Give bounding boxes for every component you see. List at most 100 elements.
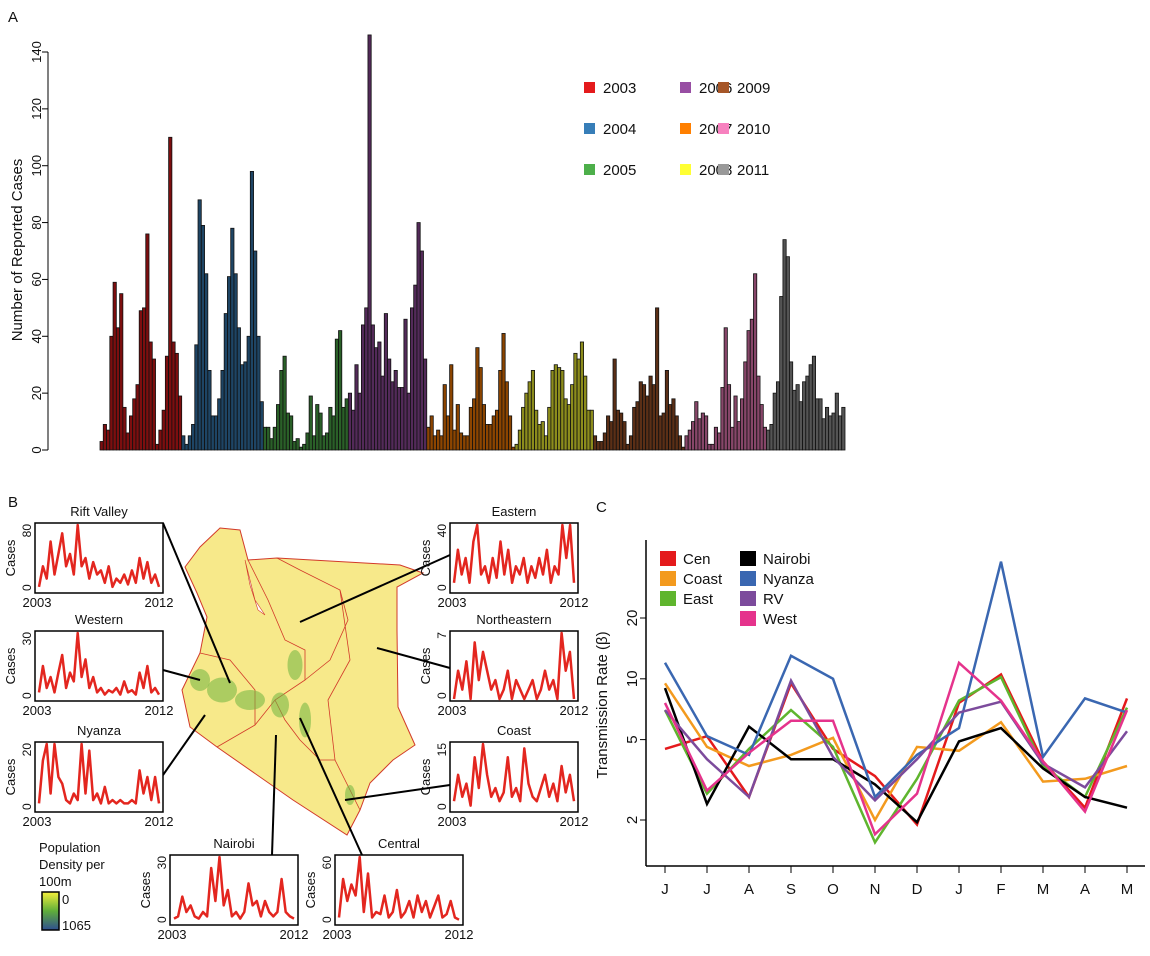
bar-2011 bbox=[785, 256, 790, 451]
panel-label-b: B bbox=[8, 494, 18, 511]
bar-2007 bbox=[436, 429, 441, 451]
y-tick-label: 20 bbox=[29, 386, 44, 400]
panel-a-bar-chart: Number of Reported Cases 0 20 40 60 80 100 120… bbox=[9, 34, 846, 454]
bar-2011 bbox=[821, 418, 826, 451]
inset-title: Nairobi bbox=[213, 836, 254, 851]
bar-2005 bbox=[269, 438, 274, 451]
bar-2005 bbox=[338, 330, 343, 451]
bar-2004 bbox=[243, 361, 248, 451]
bar-2010 bbox=[717, 432, 722, 451]
inset-northeastern: Northeastern Cases 0 7 2003 2012 bbox=[418, 612, 588, 718]
bar-2003 bbox=[129, 415, 134, 451]
x-tick-label: M bbox=[1121, 881, 1134, 898]
y-axis-label: Number of Reported Cases bbox=[9, 159, 26, 342]
bar-2011 bbox=[775, 381, 781, 451]
province-border bbox=[327, 589, 361, 811]
inset-ylabel: Cases bbox=[303, 871, 318, 908]
bar-2004 bbox=[259, 401, 264, 451]
bar-2008 bbox=[553, 364, 558, 451]
leader-line bbox=[162, 522, 231, 684]
x-tick-label: O bbox=[827, 881, 839, 898]
bar-2003 bbox=[168, 136, 173, 451]
inset-title: Central bbox=[378, 836, 420, 851]
inset-xtick: 2012 bbox=[560, 595, 589, 610]
bar-2008 bbox=[573, 352, 578, 451]
inset-title: Rift Valley bbox=[70, 504, 128, 519]
bar-2005 bbox=[276, 404, 281, 451]
bar-2004 bbox=[253, 250, 258, 451]
bar-2003 bbox=[135, 384, 140, 451]
y-tick-label: 2 bbox=[624, 816, 641, 824]
density-max: 1065 bbox=[62, 918, 91, 933]
inset-xtick: 2012 bbox=[445, 927, 474, 942]
inset-xtick: 2012 bbox=[145, 814, 174, 829]
bar-2005 bbox=[328, 406, 333, 451]
inset-ytick: 20 bbox=[20, 743, 34, 757]
panel-b-map: Population Density per 100m 0 1065 Rift Valle… bbox=[3, 504, 588, 942]
bar-2010 bbox=[704, 415, 709, 451]
legend-swatch-west bbox=[740, 611, 756, 626]
bar-2005 bbox=[298, 446, 303, 451]
legend-swatch-coast bbox=[660, 571, 676, 586]
bar-2003 bbox=[171, 341, 176, 451]
inset-ylabel: Cases bbox=[3, 758, 18, 795]
bar-2007 bbox=[459, 432, 464, 451]
inset-ylabel: Cases bbox=[3, 647, 18, 684]
bar-2005 bbox=[334, 338, 339, 451]
legend-swatch-2006 bbox=[680, 82, 691, 93]
bar-2007 bbox=[481, 404, 486, 451]
bar-2008 bbox=[579, 341, 584, 451]
inset-ytick: 0 bbox=[435, 692, 449, 699]
inset-xtick: 2012 bbox=[560, 814, 589, 829]
bar-2003 bbox=[119, 293, 124, 451]
bar-2003 bbox=[178, 395, 183, 451]
bar-2005 bbox=[262, 426, 268, 451]
bar-2005 bbox=[325, 432, 330, 451]
bar-2003 bbox=[102, 424, 107, 451]
bar-2005 bbox=[282, 355, 287, 451]
inset-ytick: 0 bbox=[20, 584, 34, 591]
x-tick-label: F bbox=[996, 881, 1005, 898]
bar-2009 bbox=[625, 443, 630, 451]
bar-2011 bbox=[795, 384, 800, 451]
bar-2006 bbox=[354, 364, 359, 451]
bar-2010 bbox=[687, 429, 692, 451]
bar-2005 bbox=[285, 412, 290, 451]
bar-2006 bbox=[400, 387, 405, 451]
bar-2007 bbox=[485, 424, 490, 451]
inset-ytick: 0 bbox=[435, 803, 449, 810]
bar-2006 bbox=[351, 409, 356, 451]
y-tick-label: 140 bbox=[29, 41, 44, 63]
bar-2003 bbox=[148, 341, 153, 451]
y-tick-label: 40 bbox=[29, 329, 44, 343]
bar-2010 bbox=[736, 421, 741, 451]
legend-swatch-nairobi bbox=[740, 551, 756, 566]
bar-2011 bbox=[841, 406, 846, 451]
inset-title: Nyanza bbox=[77, 723, 122, 738]
bar-2010 bbox=[691, 421, 696, 451]
inset-ytick: 7 bbox=[435, 632, 449, 639]
bar-2005 bbox=[315, 404, 320, 451]
bar-2009 bbox=[651, 384, 656, 451]
line-nyanza bbox=[663, 561, 1128, 800]
bar-2006 bbox=[374, 347, 379, 451]
legend-label: 2010 bbox=[737, 121, 770, 138]
y-tick-label: 20 bbox=[624, 610, 641, 627]
bar-2010 bbox=[720, 387, 725, 451]
population-density-patch bbox=[299, 702, 311, 738]
leader-line bbox=[162, 714, 206, 776]
y-tick-label: 100 bbox=[29, 155, 44, 177]
inset-ytick: 30 bbox=[155, 856, 169, 870]
legend-label: 2003 bbox=[603, 80, 636, 97]
bar-2009 bbox=[602, 432, 607, 451]
bar-2004 bbox=[230, 227, 235, 451]
bar-2011 bbox=[811, 355, 816, 451]
x-tick-label: M bbox=[1037, 881, 1050, 898]
bar-2007 bbox=[432, 435, 437, 451]
inset-ytick: 0 bbox=[435, 584, 449, 591]
legend-label: 2005 bbox=[603, 162, 636, 179]
population-density-patch bbox=[207, 677, 237, 703]
x-tick-label: D bbox=[912, 881, 923, 898]
inset-xtick: 2003 bbox=[438, 703, 467, 718]
